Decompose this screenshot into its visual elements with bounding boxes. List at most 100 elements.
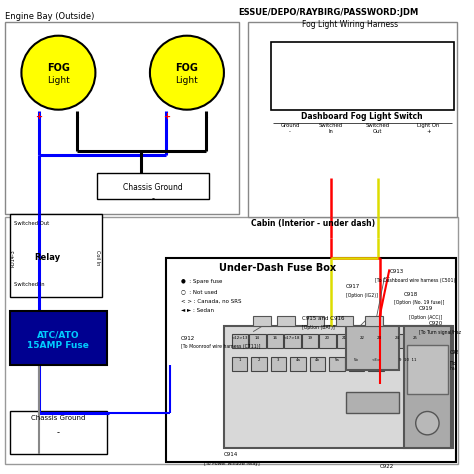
Text: Chassis Ground: Chassis Ground [123, 182, 182, 191]
Text: 4a: 4a [295, 358, 301, 362]
Text: Chassis Ground: Chassis Ground [31, 415, 86, 421]
Bar [165, 258, 456, 462]
Text: Coil In: Coil In [95, 250, 100, 265]
Bar [355, 334, 371, 348]
Text: 20: 20 [325, 336, 329, 339]
Text: 4b: 4b [315, 358, 320, 362]
Text: 5a: 5a [335, 358, 339, 362]
Bar [232, 334, 248, 348]
Bar [97, 173, 210, 199]
Text: C913: C913 [390, 269, 404, 274]
Text: 14: 14 [255, 336, 260, 339]
Text: 23: 23 [377, 336, 382, 339]
Text: C917: C917 [346, 284, 360, 289]
Bar [404, 326, 451, 447]
Text: C919: C919 [419, 306, 433, 311]
Text: C912: C912 [181, 336, 195, 340]
Text: 9  10  11: 9 10 11 [399, 358, 417, 362]
Text: ATC/ATO
15AMP Fuse: ATC/ATO 15AMP Fuse [27, 331, 90, 350]
Bar [10, 214, 102, 297]
Text: Cabin (Interior - under dash): Cabin (Interior - under dash) [251, 219, 375, 228]
Text: ○  : Not used: ○ : Not used [181, 289, 218, 294]
Bar [10, 410, 107, 454]
Text: 22: 22 [360, 336, 365, 339]
Bar [307, 316, 324, 326]
Text: C922: C922 [380, 464, 394, 469]
Text: 16: 16 [272, 336, 277, 339]
Text: [To Moonroof wire harness (C711)]: [To Moonroof wire harness (C711)] [181, 344, 261, 349]
Text: <3>: <3> [371, 358, 380, 362]
Circle shape [21, 36, 95, 109]
Bar [319, 334, 336, 348]
Text: 1: 1 [238, 358, 241, 362]
Bar [249, 334, 266, 348]
Bar [302, 334, 319, 348]
Text: Engine Bay (Outside): Engine Bay (Outside) [5, 12, 94, 21]
Text: <12>13: <12>13 [231, 336, 248, 339]
Text: Relay: Relay [34, 253, 60, 262]
Text: C918: C918 [404, 292, 418, 297]
Text: +: + [36, 112, 43, 120]
Circle shape [150, 36, 224, 109]
Text: Dashboard Fog Light Switch: Dashboard Fog Light Switch [301, 112, 423, 120]
Bar [248, 22, 456, 217]
Text: C915 and C916: C915 and C916 [302, 316, 344, 321]
Bar [232, 357, 247, 371]
Bar [390, 334, 406, 348]
Text: [Option (BAT)]: [Option (BAT)] [302, 325, 335, 330]
Text: Switched Out: Switched Out [14, 221, 49, 226]
Text: Ground
-: Ground - [281, 123, 300, 134]
Bar [348, 357, 364, 371]
Bar [10, 311, 107, 365]
Text: 21: 21 [342, 336, 347, 339]
Bar [5, 217, 457, 464]
Text: 19: 19 [307, 336, 312, 339]
Text: [Option (No. 19 fuse)]: [Option (No. 19 fuse)] [394, 301, 445, 306]
Bar [267, 334, 283, 348]
Text: -: - [57, 428, 60, 437]
Text: -: - [151, 194, 155, 203]
Text: 2: 2 [258, 358, 260, 362]
Text: Switched In: Switched In [14, 282, 44, 287]
Bar [277, 316, 295, 326]
Bar [224, 326, 453, 447]
Text: 3: 3 [277, 358, 280, 362]
Text: [Option (IG2)]: [Option (IG2)] [346, 293, 378, 298]
Text: C914: C914 [224, 452, 238, 457]
Bar [5, 22, 238, 214]
Bar [346, 326, 399, 370]
Text: FOG: FOG [175, 63, 198, 73]
Text: ●  : Spare fuse: ● : Spare fuse [181, 279, 222, 284]
Text: [To Turn signal/haz: [To Turn signal/haz [419, 330, 461, 335]
Text: Under-Dash Fuse Box: Under-Dash Fuse Box [219, 263, 336, 273]
Bar [346, 392, 399, 413]
Text: 24: 24 [395, 336, 400, 339]
Text: 5b: 5b [354, 358, 359, 362]
Bar [251, 357, 267, 371]
Text: Light: Light [47, 76, 70, 84]
Bar [368, 357, 383, 371]
Bar [284, 334, 301, 348]
Text: -: - [205, 112, 208, 122]
Text: Light: Light [175, 76, 198, 84]
Bar [336, 316, 354, 326]
Text: 25: 25 [412, 336, 417, 339]
Bar [290, 357, 306, 371]
Text: PD14-3: PD14-3 [11, 249, 16, 266]
Text: [To
har: [To har [450, 360, 457, 371]
Bar [329, 357, 345, 371]
Text: Fog Light Wiring Harness: Fog Light Wiring Harness [302, 20, 398, 29]
Text: Light On
+: Light On + [417, 123, 439, 134]
Text: FOG: FOG [47, 63, 70, 73]
Bar [372, 334, 389, 348]
Bar [271, 357, 286, 371]
Text: ◄ ► : Sedan: ◄ ► : Sedan [181, 308, 214, 313]
Text: ESSUE/DEPO/RAYBIRG/PASSWORD:JDM: ESSUE/DEPO/RAYBIRG/PASSWORD:JDM [238, 9, 419, 18]
Bar [425, 334, 441, 348]
Text: +: + [163, 112, 170, 120]
Text: -: - [75, 112, 79, 122]
Text: C920: C920 [428, 321, 443, 326]
Text: Switched
In: Switched In [319, 123, 343, 134]
Text: Switched
Out: Switched Out [365, 123, 390, 134]
Text: < > : Canada, no SRS: < > : Canada, no SRS [181, 299, 242, 303]
